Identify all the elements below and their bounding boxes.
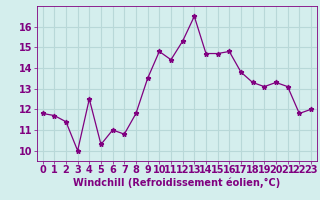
X-axis label: Windchill (Refroidissement éolien,°C): Windchill (Refroidissement éolien,°C) (73, 178, 280, 188)
